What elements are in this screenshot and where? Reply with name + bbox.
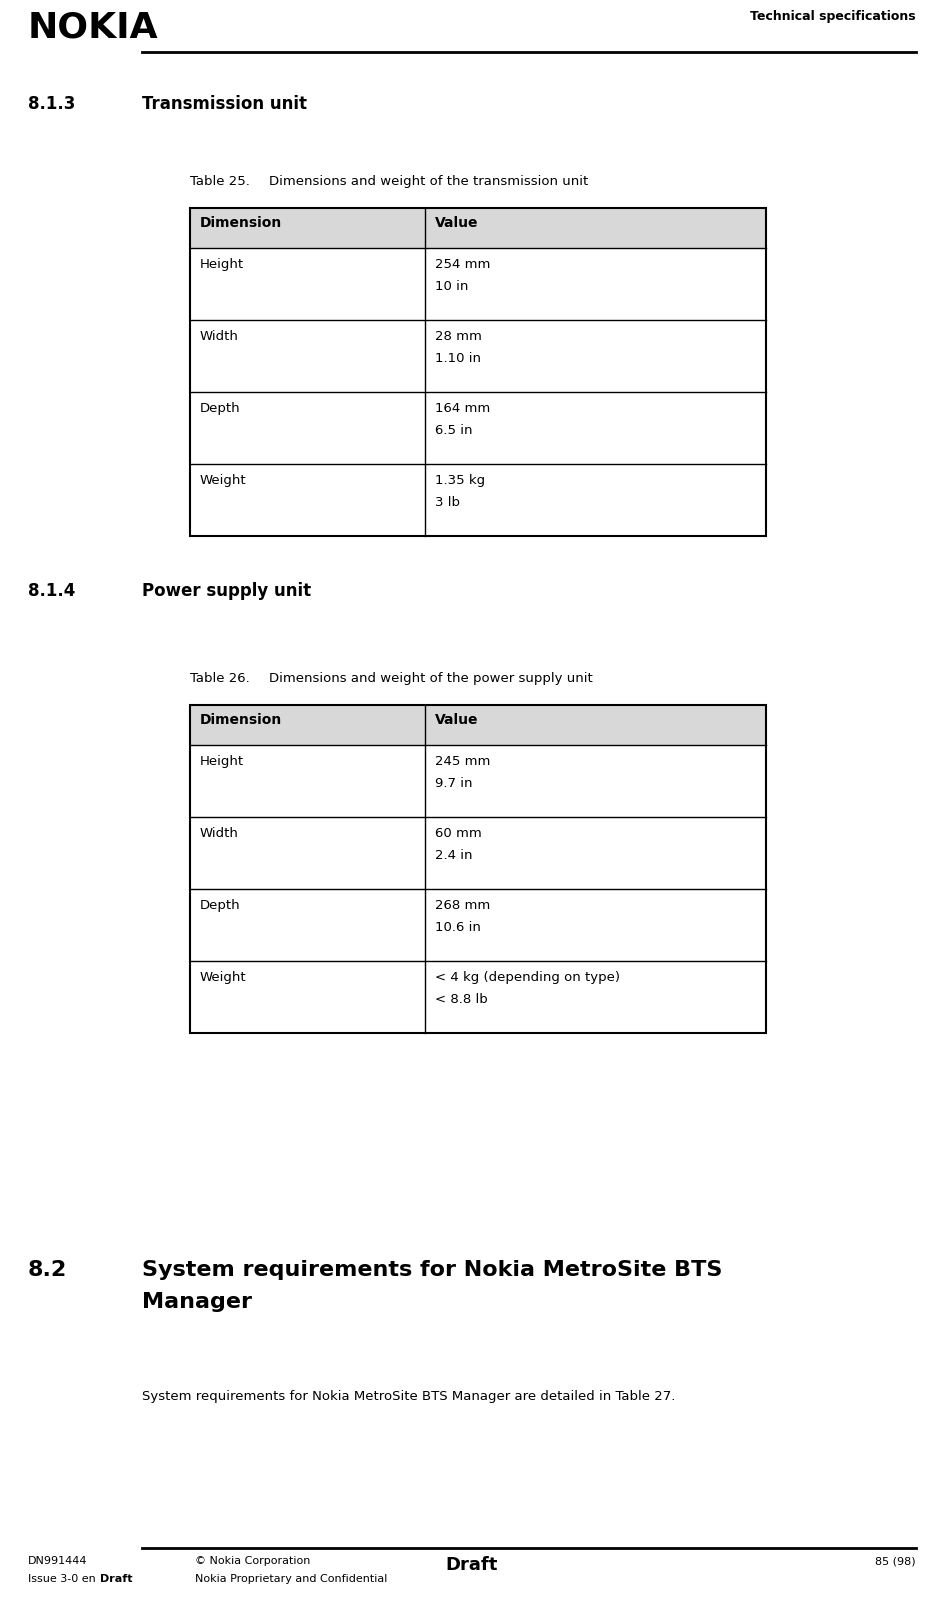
Text: Manager: Manager — [142, 1292, 252, 1313]
Text: Height: Height — [200, 259, 244, 271]
Text: Draft: Draft — [446, 1555, 498, 1575]
Text: Power supply unit: Power supply unit — [142, 581, 312, 600]
Text: NOKIA: NOKIA — [28, 10, 159, 45]
Text: Draft: Draft — [100, 1575, 132, 1584]
Bar — [190, 704, 766, 744]
Text: Depth: Depth — [200, 402, 241, 415]
Text: Depth: Depth — [200, 899, 241, 912]
Text: Width: Width — [200, 331, 239, 343]
Text: Dimension: Dimension — [200, 216, 282, 230]
Text: Weight: Weight — [200, 971, 246, 984]
Text: Dimensions and weight of the transmission unit: Dimensions and weight of the transmissio… — [252, 176, 588, 188]
Text: 2.4 in: 2.4 in — [435, 850, 473, 862]
Text: 8.1.3: 8.1.3 — [28, 94, 76, 113]
Text: Dimensions and weight of the power supply unit: Dimensions and weight of the power suppl… — [252, 672, 593, 685]
Text: Value: Value — [435, 712, 479, 727]
Text: 3 lb: 3 lb — [435, 497, 460, 509]
Bar — [190, 208, 766, 537]
Text: < 4 kg (depending on type): < 4 kg (depending on type) — [435, 971, 620, 984]
Text: Issue 3-0 en: Issue 3-0 en — [28, 1575, 99, 1584]
Text: Transmission unit: Transmission unit — [142, 94, 307, 113]
Text: 85 (98): 85 (98) — [875, 1555, 916, 1567]
Text: 10 in: 10 in — [435, 279, 468, 292]
Text: 268 mm: 268 mm — [435, 899, 490, 912]
Text: System requirements for Nokia MetroSite BTS: System requirements for Nokia MetroSite … — [142, 1260, 722, 1281]
Text: 10.6 in: 10.6 in — [435, 921, 480, 934]
Text: 28 mm: 28 mm — [435, 331, 481, 343]
Text: © Nokia Corporation: © Nokia Corporation — [195, 1555, 311, 1567]
Text: 8.2: 8.2 — [28, 1260, 67, 1281]
Text: Table 25.: Table 25. — [190, 176, 250, 188]
Text: < 8.8 lb: < 8.8 lb — [435, 993, 488, 1006]
Bar — [190, 704, 766, 1033]
Text: Technical specifications: Technical specifications — [750, 10, 916, 22]
Text: Nokia Proprietary and Confidential: Nokia Proprietary and Confidential — [195, 1575, 387, 1584]
Text: 1.10 in: 1.10 in — [435, 351, 481, 366]
Text: 9.7 in: 9.7 in — [435, 778, 473, 791]
Text: 1.35 kg: 1.35 kg — [435, 474, 485, 487]
Text: 60 mm: 60 mm — [435, 827, 481, 840]
Text: 6.5 in: 6.5 in — [435, 423, 473, 438]
Text: Table 26.: Table 26. — [190, 672, 250, 685]
Text: Dimension: Dimension — [200, 712, 282, 727]
Text: Height: Height — [200, 755, 244, 768]
Text: 8.1.4: 8.1.4 — [28, 581, 76, 600]
Text: 164 mm: 164 mm — [435, 402, 490, 415]
Text: DN991444: DN991444 — [28, 1555, 88, 1567]
Text: 245 mm: 245 mm — [435, 755, 490, 768]
Text: Width: Width — [200, 827, 239, 840]
Text: Value: Value — [435, 216, 479, 230]
Text: Weight: Weight — [200, 474, 246, 487]
Text: System requirements for Nokia MetroSite BTS Manager are detailed in Table 27.: System requirements for Nokia MetroSite … — [142, 1389, 675, 1404]
Bar — [190, 208, 766, 248]
Text: 254 mm: 254 mm — [435, 259, 490, 271]
